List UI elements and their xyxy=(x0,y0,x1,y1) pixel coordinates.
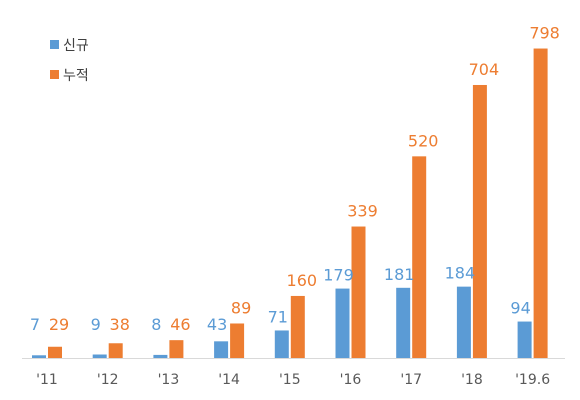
x-tick-label-6: '17 xyxy=(400,372,422,388)
legend-swatch-0 xyxy=(50,40,59,49)
bar-cumulative-2 xyxy=(169,340,184,358)
bar-new-3 xyxy=(214,341,229,358)
bar-new-5 xyxy=(335,288,350,358)
bar-new-0 xyxy=(32,355,46,358)
data-label-cumulative-1: 38 xyxy=(110,315,130,334)
data-label-new-4: 71 xyxy=(268,307,288,326)
data-label-cumulative-3: 89 xyxy=(231,298,251,317)
bar-new-6 xyxy=(396,287,411,358)
x-tick-label-3: '14 xyxy=(218,372,240,388)
bar-cumulative-1 xyxy=(108,343,123,358)
bar-cumulative-3 xyxy=(230,323,245,358)
bar-new-7 xyxy=(456,286,471,358)
bar-cumulative-0 xyxy=(48,346,62,358)
x-tick-label-0: '11 xyxy=(36,372,58,388)
bar-cumulative-6 xyxy=(412,156,427,358)
data-label-new-6: 181 xyxy=(384,265,415,284)
bar-cumulative-7 xyxy=(472,84,487,359)
legend-label-0: 신규 xyxy=(63,38,89,54)
data-label-new-3: 43 xyxy=(207,315,227,334)
data-label-new-5: 179 xyxy=(323,266,354,285)
x-axis-ticks: '11 '12 '13 '14 '15 '16 '17 '18 '19.6 xyxy=(36,372,550,388)
data-label-cumulative-8: 798 xyxy=(529,24,560,43)
x-tick-label-5: '16 xyxy=(340,372,362,388)
data-label-cumulative-5: 339 xyxy=(347,202,378,221)
bar-cumulative-5 xyxy=(351,226,366,358)
bar-cumulative-4 xyxy=(290,295,305,358)
legend-swatch-1 xyxy=(50,70,59,79)
data-label-new-8: 94 xyxy=(510,299,530,318)
bar-new-8 xyxy=(517,321,532,358)
x-tick-label-7: '18 xyxy=(461,372,483,388)
x-tick-label-4: '15 xyxy=(279,372,301,388)
x-tick-label-8: '19.6 xyxy=(515,372,550,388)
data-label-new-1: 9 xyxy=(91,315,101,334)
bar-new-1 xyxy=(92,354,107,358)
x-tick-label-2: '13 xyxy=(158,372,180,388)
data-label-cumulative-7: 704 xyxy=(469,60,500,79)
data-label-cumulative-6: 520 xyxy=(408,131,439,150)
data-label-new-7: 184 xyxy=(445,264,476,283)
data-label-new-2: 8 xyxy=(151,315,161,334)
legend-label-1: 누적 xyxy=(63,68,89,84)
bar-new-4 xyxy=(274,330,289,358)
bar-cumulative-8 xyxy=(533,48,548,358)
x-tick-label-1: '12 xyxy=(97,372,119,388)
data-label-cumulative-2: 46 xyxy=(170,315,190,334)
data-label-cumulative-4: 160 xyxy=(287,271,318,290)
bar-new-2 xyxy=(153,354,168,358)
data-label-new-0: 7 xyxy=(30,315,40,334)
data-label-cumulative-0: 29 xyxy=(49,315,69,334)
bars xyxy=(32,48,548,359)
